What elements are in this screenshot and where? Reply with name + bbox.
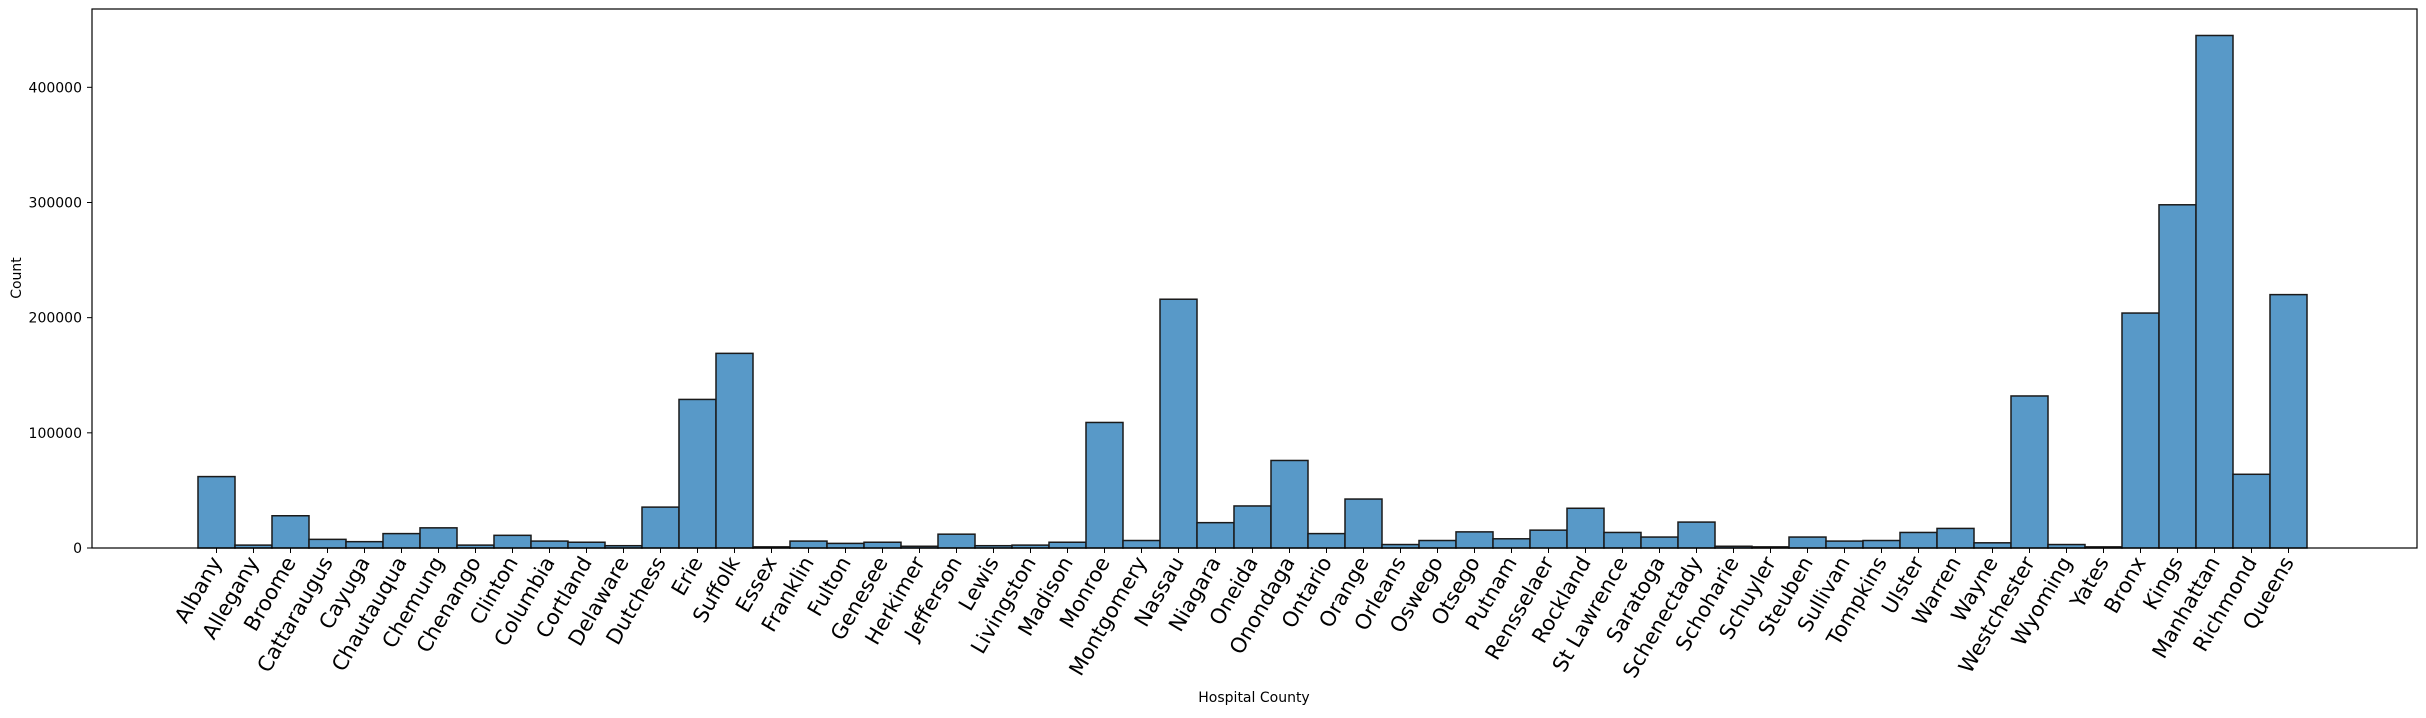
y-axis-ticks: 0 100000 200000 300000 400000 [29,80,92,557]
bar-niagara [1196,521,1235,549]
bar-saratoga [1640,536,1679,549]
bar-franklin [789,540,828,549]
y-tick-label: 300000 [29,195,82,211]
bar-onondaga [1270,459,1309,549]
plot-frame [91,8,2418,549]
bar-oneida [1233,505,1272,549]
bar-chemung [419,527,458,549]
bar-cayuga [345,540,384,549]
bar-suffolk [715,352,754,549]
bar-schenectady [1677,521,1716,549]
y-tick-label: 400000 [29,80,82,96]
bar-montgomery [1122,539,1161,549]
bar-warren [1936,527,1975,549]
bar-manhattan [2195,34,2234,549]
bar-oswego [1418,539,1457,549]
bar-erie [678,398,717,549]
bar-nassau [1159,298,1198,549]
bar-broome [271,515,310,549]
bar-otsego [1455,531,1494,549]
bar-albany [197,475,236,549]
y-tick-label: 0 [73,541,82,557]
bar-columbia [530,540,569,549]
x-axis-title: Hospital County [1198,690,1309,706]
bar-kings [2158,204,2197,549]
y-tick-label: 100000 [29,426,82,442]
bar-jefferson [937,533,976,549]
bar-westchester [2010,395,2049,549]
bar-chautauqua [382,532,421,549]
bar-fulton [826,542,865,549]
bar-richmond [2232,473,2271,549]
bar-madison [1048,541,1087,549]
bar-genesee [863,541,902,549]
bar-rensselaer [1529,529,1568,549]
bar-dutchess [641,506,680,549]
bar-sullivan [1825,540,1864,549]
bar-bronx [2121,312,2160,549]
bars-layer [197,34,2308,549]
y-axis-title: Count [9,257,25,299]
x-axis-ticks: AlbanyAlleganyBroomeCattaraugusCayugaCha… [170,548,2299,682]
y-tick-label: 200000 [29,311,82,327]
bar-ontario [1307,532,1346,549]
bar-queens [2269,293,2308,549]
bar-monroe [1085,421,1124,549]
bar-cattaraugus [308,538,347,549]
bar-ulster [1899,531,1938,549]
bar-cortland [567,541,606,549]
bar-steuben [1788,536,1827,549]
bar-rockland [1566,507,1605,549]
bar-tompkins [1862,539,1901,549]
bar-st-lawrence [1603,531,1642,549]
bar-putnam [1492,538,1531,549]
bar-clinton [493,534,532,549]
bar-orange [1344,498,1383,549]
bar-wayne [1973,542,2012,549]
